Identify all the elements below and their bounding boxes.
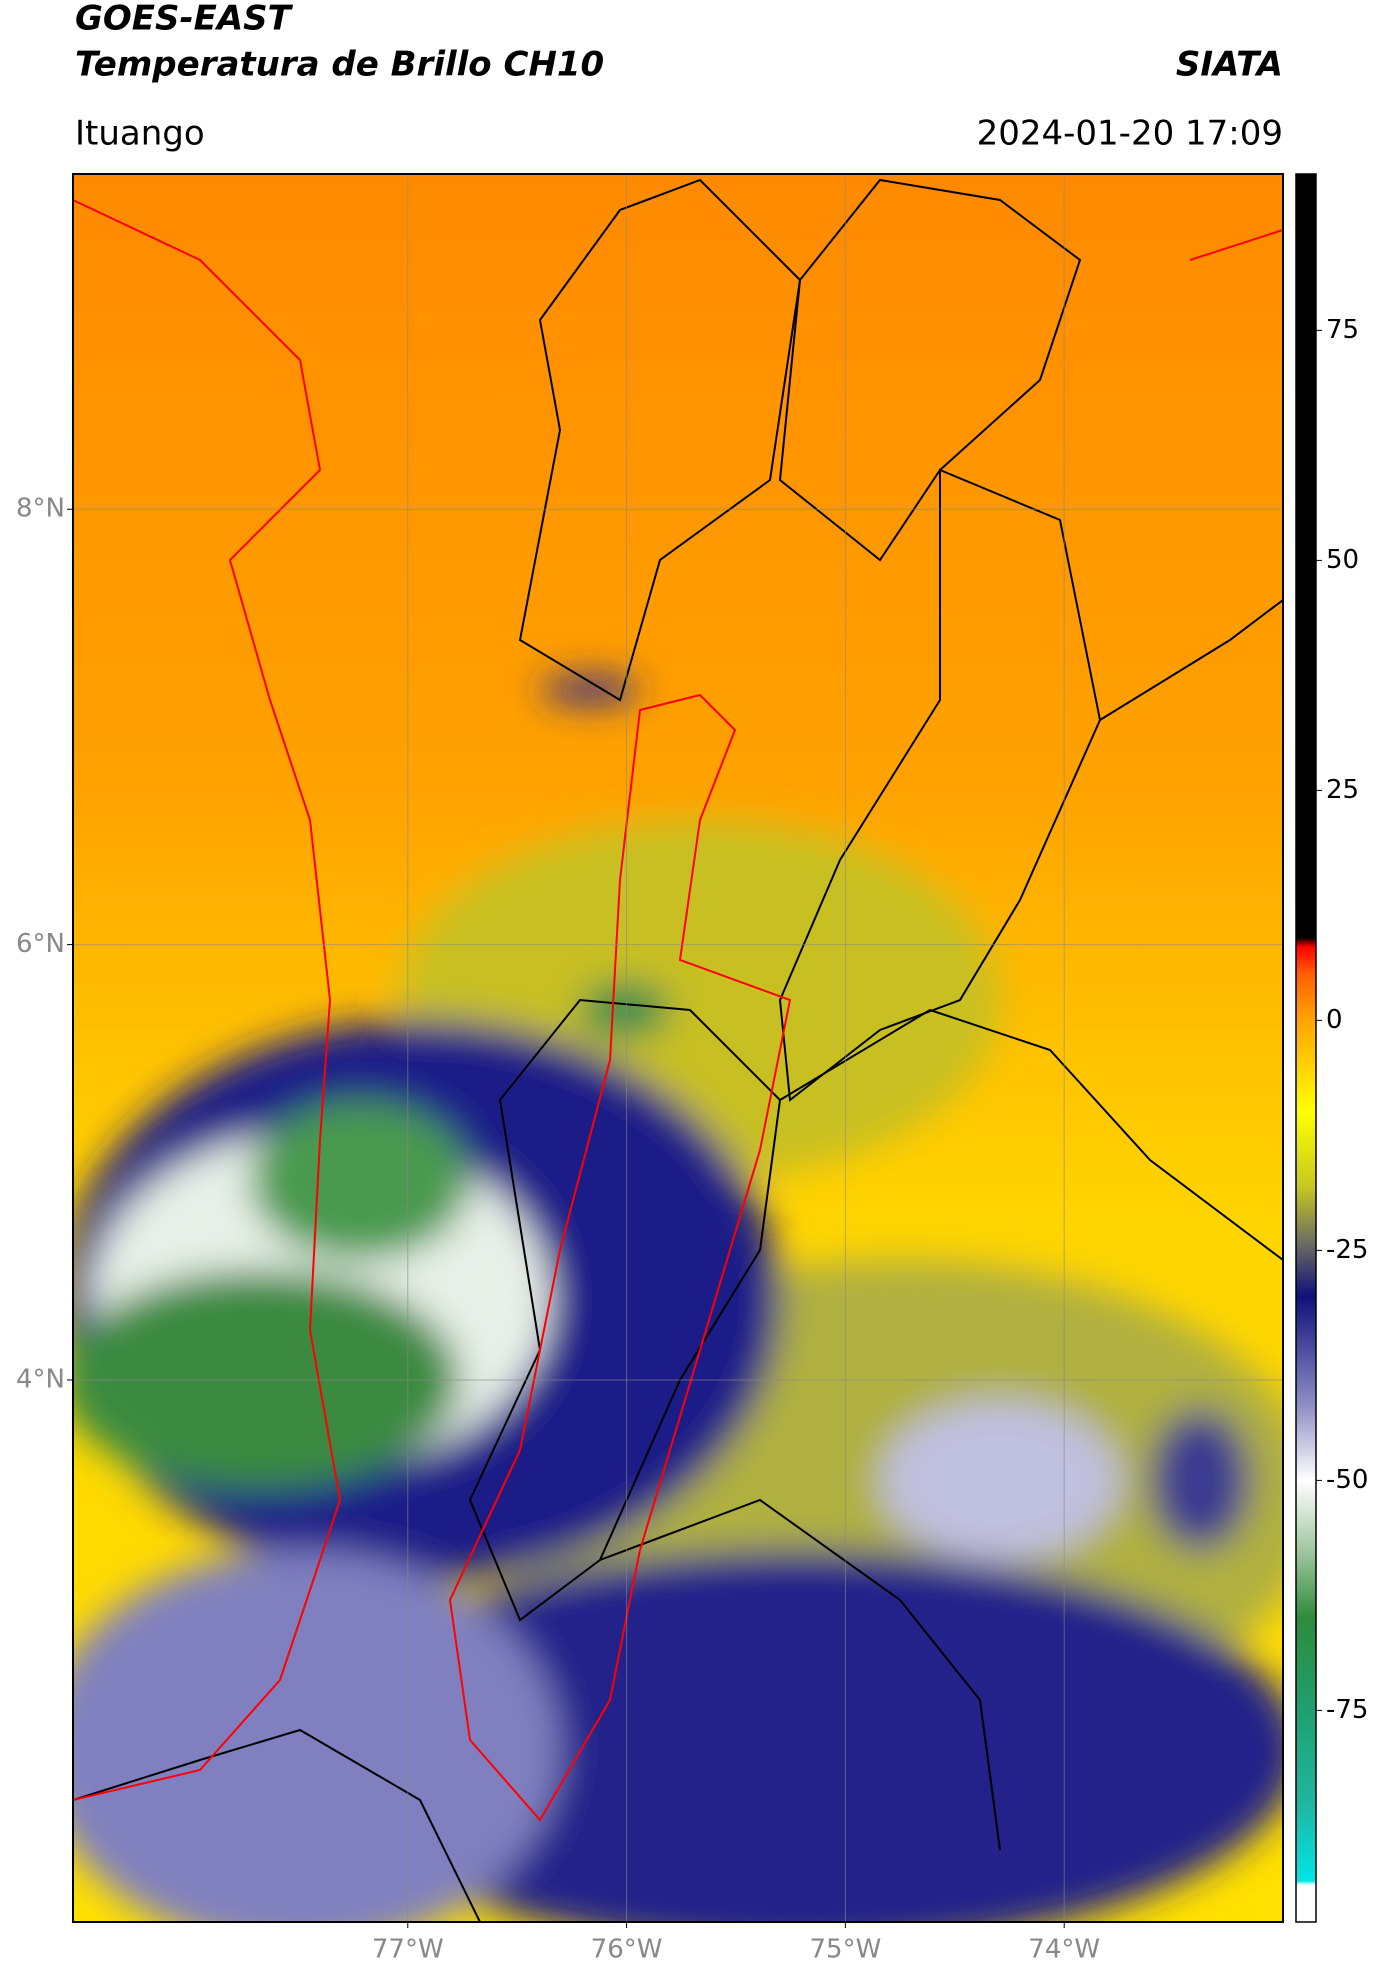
colorbar-tick-label: -25 xyxy=(1326,1235,1368,1265)
colorbar xyxy=(1295,173,1317,1923)
colorbar-tick-label: -75 xyxy=(1326,1695,1368,1725)
title: GOES-EAST xyxy=(75,0,294,39)
colorbar-tick-label: 50 xyxy=(1326,545,1359,575)
y-tick-label: 8°N xyxy=(16,494,65,524)
x-tick-label: 75°W xyxy=(809,1935,881,1965)
colorbar-tick-label: -50 xyxy=(1326,1465,1368,1495)
colorbar-tick-label: 25 xyxy=(1326,775,1359,805)
satellite-image xyxy=(73,174,1283,1922)
subtitle: Temperatura de Brillo CH10 xyxy=(75,45,604,85)
x-tick-label: 76°W xyxy=(591,1935,663,1965)
x-tick-label: 77°W xyxy=(372,1935,444,1965)
y-tick-label: 6°N xyxy=(16,929,65,959)
source: SIATA xyxy=(1176,45,1283,85)
timestamp: 2024-01-20 17:09 xyxy=(977,114,1283,154)
y-tick-label: 4°N xyxy=(16,1364,65,1394)
colorbar-tick-label: 0 xyxy=(1326,1005,1343,1035)
x-tick-label: 74°W xyxy=(1028,1935,1100,1965)
colorbar-tick-label: 75 xyxy=(1326,315,1359,345)
map-frame xyxy=(72,173,1284,1923)
location: Ituango xyxy=(75,114,205,154)
